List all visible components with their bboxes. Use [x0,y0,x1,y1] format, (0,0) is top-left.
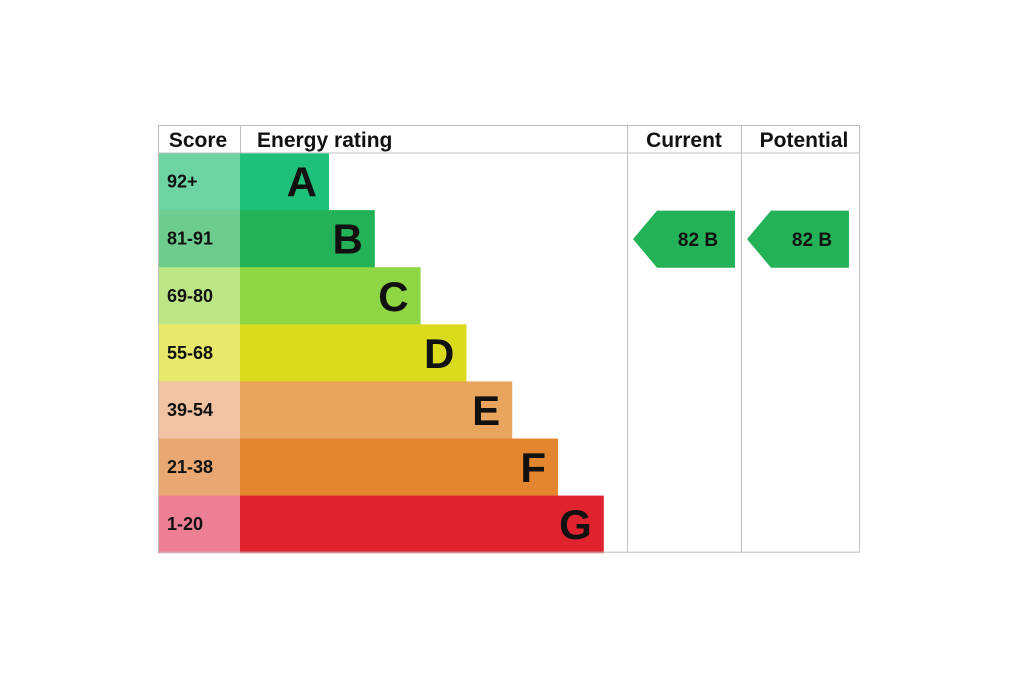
score-cell-d [158,324,240,382]
rating-bar-a [240,153,329,211]
rating-bar-g [240,495,604,554]
potential-arrow [747,210,849,268]
rating-bar-c [240,267,421,325]
current-arrow [633,210,735,268]
current-rating-label: 82 B [678,230,718,251]
score-cell-b [158,210,240,268]
rating-bar-f [240,438,558,497]
score-label-f: 21-38 [167,457,213,477]
rating-bar-e [240,381,513,439]
score-label-d: 55-68 [167,343,213,363]
header-potential: Potential [760,129,849,152]
header-current: Current [646,129,722,152]
rating-bands: 92+ A 81-91 B 69-80 C 55-68 D 39-54 E 21-38 F 1-20 G [158,153,604,554]
rating-letter-c: C [378,273,408,320]
score-label-a: 92+ [167,172,198,192]
rating-letter-d: D [424,330,454,377]
rating-letter-e: E [472,387,500,434]
rating-indicators: 82 B 82 B [633,210,849,268]
score-cell-f [158,438,240,497]
score-cell-a [158,153,240,211]
score-label-g: 1-20 [167,514,203,534]
header-score: Score [169,129,227,152]
score-label-b: 81-91 [167,229,213,249]
score-label-c: 69-80 [167,286,213,306]
rating-letter-g: G [559,501,592,548]
potential-rating-label: 82 B [792,230,832,251]
score-cell-g [158,495,240,554]
rating-bar-b [240,210,375,268]
score-cell-e [158,381,240,439]
rating-letter-a: A [287,159,317,206]
table-border [158,125,860,553]
header-energy-rating: Energy rating [257,129,392,152]
rating-letter-b: B [332,216,362,263]
score-label-e: 39-54 [167,400,213,420]
rating-bar-d [240,324,467,382]
table-grid [158,125,860,553]
rating-letter-f: F [520,444,546,491]
score-cell-c [158,267,240,325]
